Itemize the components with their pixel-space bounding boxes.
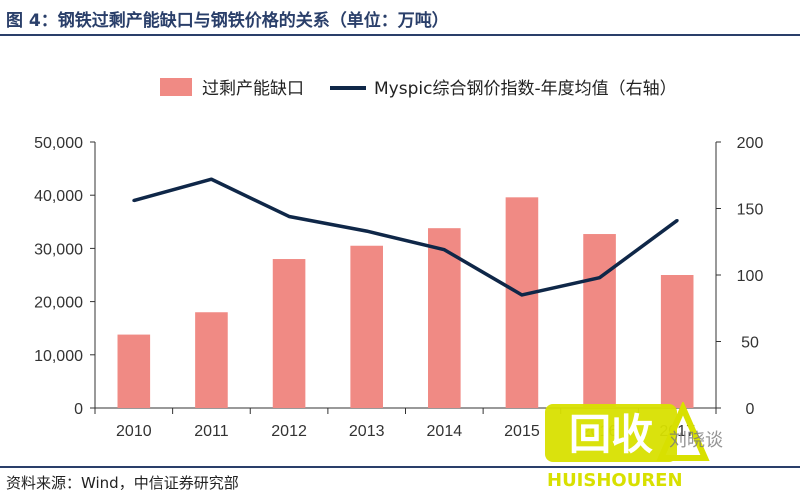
y-right-tick-label: 100	[737, 268, 764, 285]
bar	[117, 334, 151, 408]
legend-line-label: Myspic综合钢价指数-年度均值（右轴）	[374, 79, 677, 99]
bar	[583, 234, 616, 408]
y-right-tick-label: 150	[737, 202, 764, 219]
line-point	[675, 218, 679, 222]
x-tick-label: 2015	[504, 423, 540, 440]
y-left-tick-label: 10,000	[34, 348, 83, 365]
bar	[660, 275, 694, 408]
bar	[350, 245, 383, 408]
y-left-tick-label: 20,000	[34, 295, 83, 312]
line-series	[132, 177, 679, 297]
line-point	[365, 229, 369, 233]
y-left-tick-label: 50,000	[34, 135, 83, 152]
line-point	[598, 276, 602, 280]
y-left-tick-label: 40,000	[34, 188, 83, 205]
y-left-tick-label: 30,000	[34, 241, 83, 258]
chart-canvas: 0 10,000 20,000 30,000 40,000 50,000 0 50 100 150…	[34, 78, 763, 440]
watermark-badge	[545, 404, 677, 462]
line-point	[209, 177, 213, 181]
source-note: 资料来源：Wind，中信证券研究部	[6, 474, 239, 492]
x-tick-label: 2011	[194, 423, 229, 440]
source-divider	[0, 466, 800, 468]
watermark-recycle-icon	[656, 402, 710, 461]
watermark-partial-text: 刘晓谈	[669, 430, 723, 451]
chart-axes: 0 10,000 20,000 30,000 40,000 50,000 0 50 100 150…	[34, 135, 763, 440]
title-divider	[0, 34, 800, 36]
line-point	[132, 199, 136, 203]
bar	[428, 228, 461, 408]
x-tick-label: 2010	[116, 423, 152, 440]
line-point	[287, 214, 291, 218]
x-tick-label: 2014	[427, 423, 463, 440]
y-right-tick-label: 200	[737, 135, 764, 152]
line-point	[442, 248, 446, 252]
x-tick-label: 2012	[271, 423, 307, 440]
x-tick-label: 2013	[349, 423, 385, 440]
legend-bar-swatch	[160, 78, 192, 96]
bar-series	[117, 197, 694, 408]
y-right-tick-label: 0	[746, 401, 755, 418]
watermark-logo: 回收 刘晓谈 HUISHOUREN	[545, 402, 723, 490]
chart-title: 图 4：钢铁过剩产能缺口与钢铁价格的关系（单位：万吨）	[6, 11, 449, 31]
chart-legend: 过剩产能缺口 Myspic综合钢价指数-年度均值（右轴）	[160, 78, 677, 99]
y-left-tick-label: 0	[74, 401, 83, 418]
bar	[505, 197, 539, 408]
line-point	[520, 293, 524, 297]
watermark-brand-text: HUISHOUREN	[547, 470, 683, 490]
price-index-line	[133, 177, 679, 297]
legend-bar-label: 过剩产能缺口	[202, 79, 304, 99]
bar	[195, 312, 228, 408]
watermark-badge-text: 回收	[569, 410, 653, 459]
bar	[272, 259, 306, 408]
y-right-tick-label: 50	[741, 335, 759, 352]
